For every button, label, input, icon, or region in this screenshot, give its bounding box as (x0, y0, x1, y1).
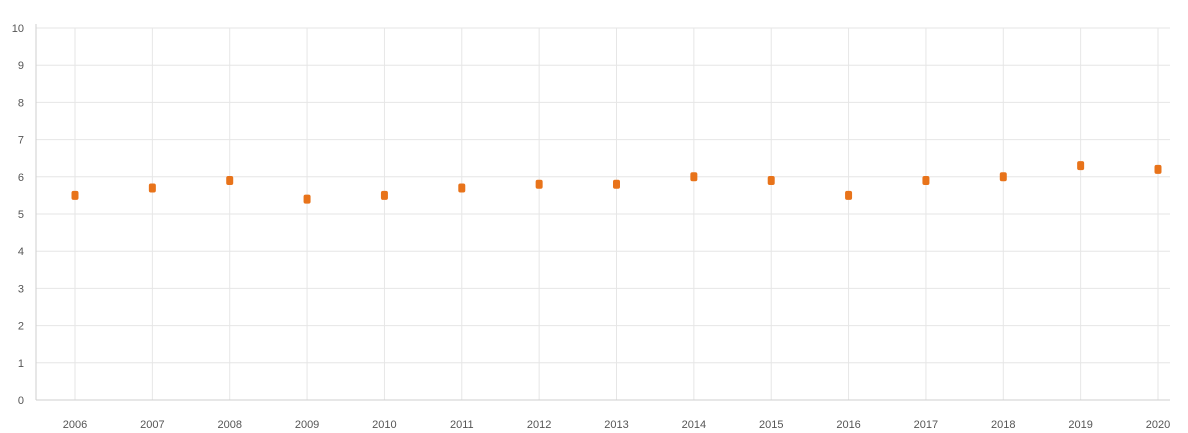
data-point-2016[interactable] (845, 190, 853, 200)
y-tick-label: 5 (18, 209, 24, 221)
x-tick-label: 2008 (217, 419, 241, 431)
x-tick-label: 2019 (1068, 419, 1092, 431)
data-point-2018[interactable] (999, 172, 1007, 182)
x-tick-label: 2009 (295, 419, 319, 431)
y-axis-tick-labels: 0 1 2 3 4 5 6 7 8 9 10 (12, 23, 24, 407)
data-point-2009[interactable] (303, 194, 311, 204)
x-tick-label: 2017 (914, 419, 938, 431)
y-tick-label: 2 (18, 321, 24, 333)
y-tick-label: 6 (18, 172, 24, 184)
y-tick-label: 0 (18, 395, 24, 407)
data-point-2008[interactable] (226, 176, 234, 186)
data-point-2013[interactable] (613, 179, 620, 189)
data-point-2020[interactable] (1154, 164, 1162, 174)
data-point-2015[interactable] (767, 176, 775, 186)
x-tick-label: 2011 (450, 419, 474, 431)
y-tick-label: 4 (18, 246, 24, 258)
y-tick-label: 9 (18, 60, 24, 72)
data-points (71, 161, 1162, 204)
y-tick-label: 8 (18, 97, 24, 109)
x-tick-label: 2013 (604, 419, 628, 431)
x-tick-label: 2015 (759, 419, 783, 431)
y-tick-label: 7 (18, 135, 24, 147)
data-point-2007[interactable] (148, 183, 156, 193)
y-tick-label: 1 (18, 358, 24, 370)
x-tick-label: 2014 (682, 419, 706, 431)
data-point-2017[interactable] (922, 176, 930, 186)
data-point-2010[interactable] (380, 190, 388, 200)
axes (35, 24, 1170, 401)
x-tick-label: 2020 (1146, 419, 1170, 431)
x-tick-label: 2016 (836, 419, 860, 431)
x-axis-tick-labels: 2006 2007 2008 2009 2010 2011 2012 2013 2014 2015… (63, 419, 1170, 431)
x-tick-label: 2010 (372, 419, 396, 431)
vertical-gridlines (74, 28, 1159, 400)
data-point-2012[interactable] (535, 179, 543, 189)
x-tick-label: 2006 (63, 419, 87, 431)
x-tick-label: 2018 (991, 419, 1015, 431)
data-point-2011[interactable] (458, 183, 466, 193)
data-point-2019[interactable] (1077, 161, 1085, 171)
y-tick-label: 3 (18, 283, 24, 295)
data-point-2014[interactable] (690, 172, 698, 182)
x-tick-label: 2007 (140, 419, 164, 431)
x-tick-label: 2012 (527, 419, 551, 431)
y-tick-label: 10 (12, 23, 24, 35)
horizontal-gridlines (36, 27, 1170, 364)
data-point-2006[interactable] (71, 190, 79, 200)
